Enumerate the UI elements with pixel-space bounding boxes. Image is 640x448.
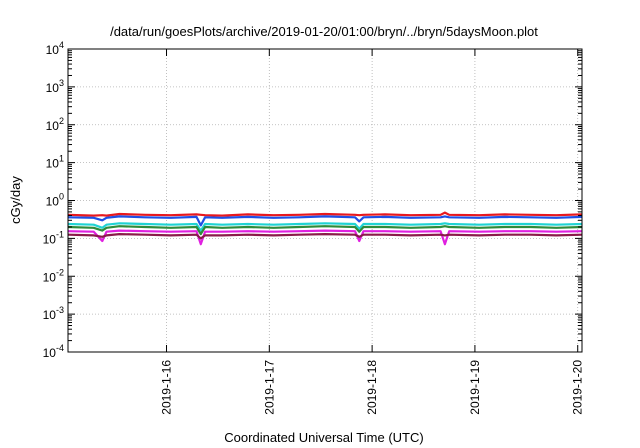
y-tick-label-base: 10: [46, 119, 60, 133]
y-tick-label-exponent: -3: [56, 305, 64, 315]
y-tick-label: 103: [46, 78, 64, 95]
y-tick-label: 104: [46, 40, 64, 57]
plot-frame: [67, 48, 583, 353]
y-tick-label-exponent: 1: [59, 154, 64, 164]
y-tick-label-base: 10: [43, 308, 57, 322]
y-axis-label: cGy/day: [8, 176, 23, 224]
y-tick-label-exponent: -4: [56, 343, 64, 353]
series-line-5: [67, 229, 583, 246]
y-tick-label-exponent: 4: [59, 40, 64, 50]
series-line-1: [67, 211, 583, 217]
series-layer: [67, 211, 583, 246]
x-tick-label: 2019-1-18: [365, 360, 379, 415]
y-tick-label-base: 10: [43, 346, 57, 360]
y-tick-label-exponent: 0: [59, 192, 64, 202]
x-tick-label: 2019-1-17: [262, 360, 276, 415]
y-tick-label-base: 10: [46, 43, 60, 57]
y-tick-label-base: 10: [46, 195, 60, 209]
y-tick-label-exponent: 3: [59, 78, 64, 88]
series-line-2: [67, 215, 583, 227]
y-tick-label: 10-3: [43, 305, 64, 322]
series-line-4: [67, 225, 583, 236]
series-line-6: [67, 233, 583, 240]
y-tick-label: 10-2: [43, 267, 64, 284]
y-tick-label-base: 10: [46, 81, 60, 95]
grid: [68, 49, 582, 352]
x-tick-label: 2019-1-19: [468, 360, 482, 415]
y-tick-label-exponent: 2: [59, 116, 64, 126]
y-tick-label-base: 10: [43, 270, 57, 284]
y-tick-label: 100: [46, 192, 64, 209]
y-tick-label: 102: [46, 116, 64, 133]
y-tick-label-exponent: -1: [56, 229, 64, 239]
y-tick-label: 101: [46, 154, 64, 171]
x-tick-label: 2019-1-20: [571, 360, 585, 415]
y-tick-label-exponent: -2: [56, 267, 64, 277]
y-tick-label-base: 10: [43, 232, 57, 246]
y-tick-label: 10-4: [43, 343, 64, 360]
ticks: 10-410-310-210-11001011021031042019-1-16…: [43, 40, 585, 415]
y-tick-label: 10-1: [43, 229, 64, 246]
series-line-3: [67, 222, 583, 232]
x-tick-label: 2019-1-16: [160, 360, 174, 415]
y-tick-label-base: 10: [46, 157, 60, 171]
x-axis-label: Coordinated Universal Time (UTC): [224, 430, 423, 445]
chart-title: /data/run/goesPlots/archive/2019-01-20/0…: [110, 24, 538, 39]
